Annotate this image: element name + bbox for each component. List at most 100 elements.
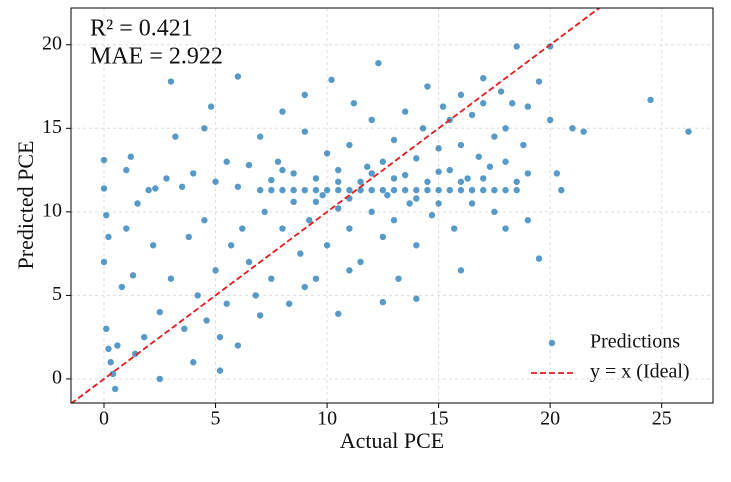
point — [685, 128, 692, 135]
x-tick-label: 10 — [317, 408, 337, 430]
point — [553, 170, 561, 177]
point — [252, 292, 259, 299]
point — [285, 300, 293, 307]
point — [212, 178, 219, 185]
point — [558, 186, 565, 194]
point — [364, 163, 371, 170]
point — [261, 208, 268, 216]
point — [256, 186, 264, 194]
point — [475, 153, 482, 160]
point — [207, 103, 215, 110]
point — [435, 168, 442, 175]
point — [384, 191, 391, 199]
point — [127, 153, 134, 160]
point — [464, 175, 471, 182]
point — [390, 186, 398, 194]
legend-label: Predictions — [590, 331, 680, 353]
point — [312, 275, 320, 282]
point — [413, 155, 420, 162]
point — [167, 78, 175, 85]
point — [335, 166, 342, 174]
point — [513, 43, 520, 50]
point — [502, 186, 509, 194]
point — [290, 198, 297, 206]
point — [480, 74, 487, 82]
y-tick-label: 0 — [52, 367, 62, 389]
y-tick-label: 5 — [52, 283, 62, 305]
point — [350, 100, 358, 107]
point — [190, 359, 197, 366]
point — [279, 186, 286, 194]
point — [145, 186, 152, 194]
point — [335, 178, 342, 185]
point — [223, 300, 230, 307]
point — [468, 111, 476, 119]
point — [535, 78, 543, 85]
point — [323, 242, 331, 249]
point — [357, 258, 364, 266]
point — [301, 186, 308, 194]
point — [312, 175, 320, 182]
point — [457, 141, 465, 149]
legend-marker — [548, 339, 556, 347]
point — [520, 141, 527, 149]
y-tick-label: 15 — [42, 116, 62, 138]
point — [379, 186, 387, 194]
y-axis-label: Predicted PCE — [13, 141, 38, 270]
point — [580, 128, 587, 135]
point — [491, 133, 498, 140]
point — [468, 186, 476, 194]
point — [328, 76, 335, 84]
point — [413, 295, 420, 302]
point — [105, 345, 112, 353]
point — [279, 108, 286, 115]
point — [227, 242, 235, 249]
point — [647, 96, 654, 104]
point — [457, 91, 465, 99]
point — [245, 258, 253, 266]
point — [468, 200, 476, 207]
point — [152, 185, 159, 192]
point — [216, 333, 224, 341]
point — [491, 186, 498, 194]
point — [290, 170, 297, 177]
y-tick-label: 20 — [42, 32, 62, 54]
point — [149, 242, 157, 249]
point — [502, 225, 509, 232]
point — [290, 186, 297, 194]
point — [194, 292, 201, 299]
point — [105, 233, 112, 241]
point — [413, 186, 420, 194]
point — [239, 225, 246, 232]
point — [312, 186, 320, 194]
point — [346, 267, 353, 274]
x-tick-label: 20 — [540, 408, 560, 430]
point — [107, 359, 114, 366]
point — [163, 175, 170, 182]
point — [524, 217, 532, 224]
point — [491, 208, 498, 216]
point — [439, 103, 447, 110]
annotation: MAE = 2.922 — [90, 44, 223, 70]
point — [368, 116, 375, 124]
point — [368, 186, 375, 194]
point — [401, 171, 409, 179]
point — [190, 170, 197, 177]
point — [234, 183, 242, 190]
point — [480, 175, 487, 182]
point — [268, 176, 275, 184]
point — [114, 342, 121, 349]
point — [368, 170, 375, 177]
point — [216, 367, 224, 374]
point — [457, 178, 465, 185]
point — [524, 170, 532, 177]
point — [103, 211, 110, 219]
point — [167, 275, 175, 282]
point — [435, 186, 442, 194]
point — [132, 350, 139, 358]
point — [100, 185, 108, 192]
x-tick-label: 15 — [429, 408, 449, 430]
legend-label: y = x (Ideal) — [590, 361, 690, 383]
point — [390, 175, 398, 182]
point — [502, 158, 509, 165]
